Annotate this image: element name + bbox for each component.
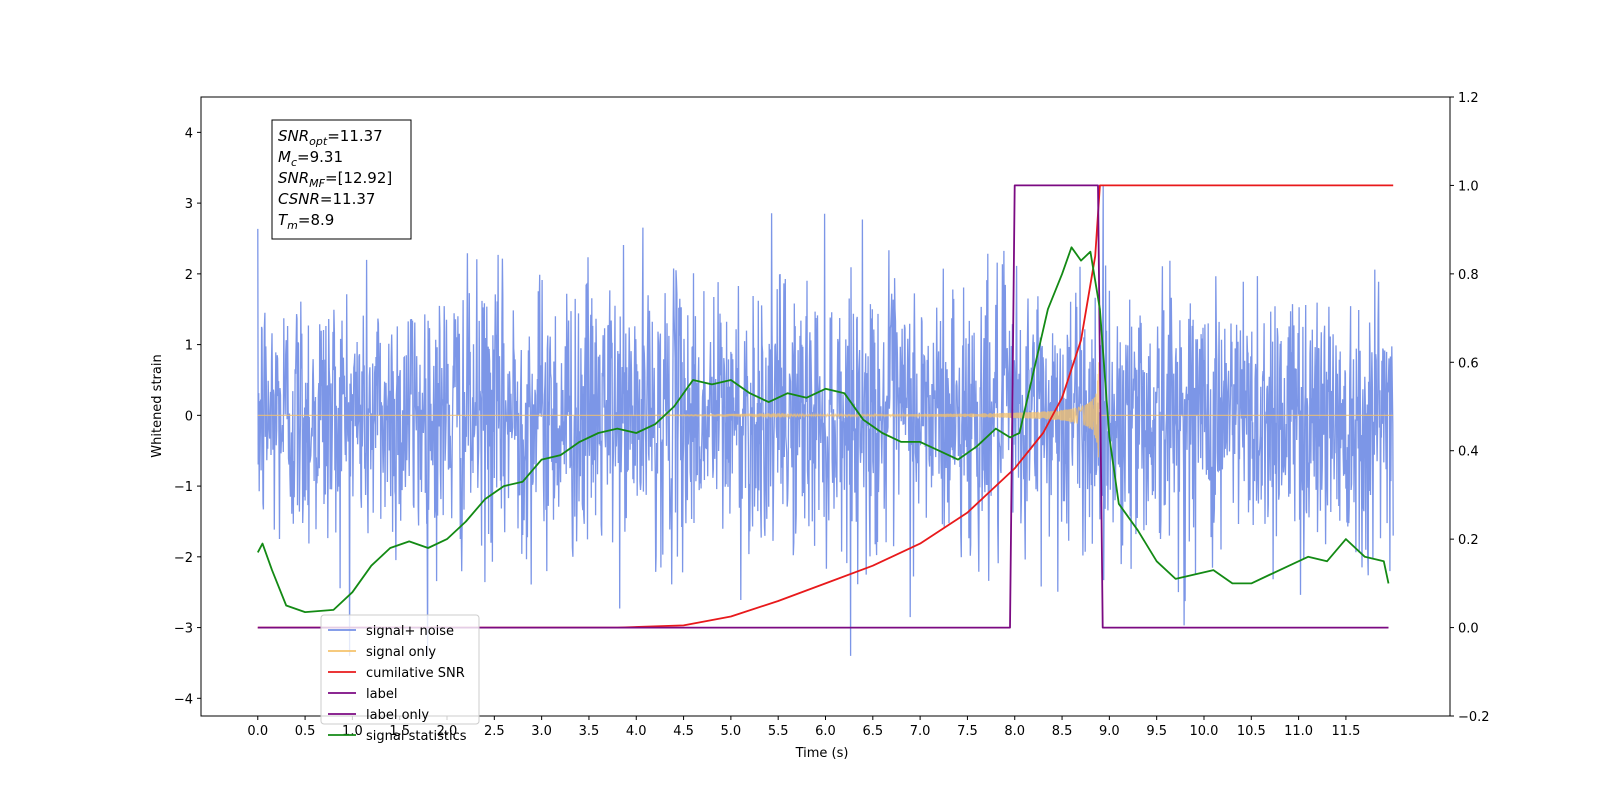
y-axis-left: −4 −3 −2 −1 0 1 2 3 4 — [174, 126, 201, 707]
annotation-line: SNRMF=[12.92] — [278, 169, 392, 190]
y-right-tick-label: 0.6 — [1458, 356, 1479, 371]
y-left-tick-label: −2 — [174, 551, 193, 566]
x-tick-label: 2.5 — [484, 724, 505, 739]
series-cumulative-snr — [257, 184, 1394, 629]
x-tick-label: 11.0 — [1284, 724, 1313, 739]
annotation-line: SNRopt=11.37 — [278, 127, 383, 148]
x-tick-label: 8.5 — [1052, 724, 1073, 739]
legend-label: signal statistics — [366, 729, 467, 744]
y-right-tick-label: 1.0 — [1458, 179, 1479, 194]
y-left-tick-label: 3 — [185, 197, 193, 212]
x-tick-label: 3.0 — [531, 724, 552, 739]
y-left-tick-label: −3 — [174, 622, 193, 637]
x-tick-label: 1.5 — [389, 724, 410, 739]
y-right-tick-label: 0.8 — [1458, 268, 1479, 283]
legend-label: signal only — [366, 645, 436, 660]
x-axis-label: Time (s) — [795, 746, 849, 761]
y-left-tick-label: 0 — [185, 409, 193, 424]
legend-label: signal+ noise — [366, 624, 454, 639]
annotation-line: Tm=8.9 — [278, 211, 334, 232]
y-right-tick-label: −0.2 — [1458, 710, 1490, 725]
annotation-box: SNRopt=11.37Mc=9.31SNRMF=[12.92]CSNR=11.… — [271, 119, 412, 240]
series-signal-statistics — [257, 246, 1390, 613]
x-tick-label: 4.5 — [673, 724, 694, 739]
x-tick-label: 10.5 — [1237, 724, 1266, 739]
series-signal-noise — [257, 184, 1394, 656]
x-axis: 0.0 0.5 1.0 1.5 2.0 2.5 3.0 3.5 4.0 4.5 5.0 5.5 6.0 6… — [247, 716, 1360, 739]
legend-label: cumilative SNR — [366, 666, 465, 681]
x-tick-label: 9.0 — [1099, 724, 1120, 739]
legend-label: label only — [366, 708, 429, 723]
x-tick-label: 6.5 — [862, 724, 883, 739]
legend: signal+ noise signal only cumilative SNR la… — [320, 614, 480, 744]
y-right-tick-label: 0.4 — [1458, 445, 1479, 460]
annotation-line: CSNR=11.37 — [278, 190, 375, 208]
y-axis-right: −0.2 0.0 0.2 0.4 0.6 0.8 1.0 1.2 — [1450, 91, 1490, 725]
x-tick-label: 5.5 — [768, 724, 789, 739]
x-tick-label: 2.0 — [437, 724, 458, 739]
annotation-line: Mc=9.31 — [278, 148, 343, 169]
x-tick-label: 8.0 — [1004, 724, 1025, 739]
y-right-tick-label: 1.2 — [1458, 91, 1479, 106]
y-left-tick-label: 2 — [185, 268, 193, 283]
x-tick-label: 1.0 — [342, 724, 363, 739]
x-tick-label: 10.0 — [1190, 724, 1219, 739]
y-left-tick-label: 4 — [185, 126, 193, 141]
y-left-tick-label: −1 — [174, 480, 193, 495]
legend-label: label — [366, 687, 397, 702]
plot-area — [257, 184, 1394, 656]
x-tick-label: 9.5 — [1146, 724, 1167, 739]
x-tick-label: 11.5 — [1331, 724, 1360, 739]
x-tick-label: 5.0 — [721, 724, 742, 739]
x-tick-label: 4.0 — [626, 724, 647, 739]
y-left-tick-label: 1 — [185, 339, 193, 354]
x-tick-label: 0.0 — [247, 724, 268, 739]
x-tick-label: 0.5 — [295, 724, 316, 739]
x-tick-label: 7.5 — [957, 724, 978, 739]
y-left-tick-label: −4 — [174, 692, 193, 707]
x-tick-label: 7.0 — [910, 724, 931, 739]
y-right-tick-label: 0.2 — [1458, 533, 1479, 548]
series-signal-only — [257, 362, 1394, 458]
y-right-tick-label: 0.0 — [1458, 622, 1479, 637]
x-tick-label: 3.5 — [579, 724, 600, 739]
series-label — [257, 184, 1389, 629]
x-tick-label: 6.0 — [815, 724, 836, 739]
y-axis-label: Whitened strain — [150, 354, 165, 457]
